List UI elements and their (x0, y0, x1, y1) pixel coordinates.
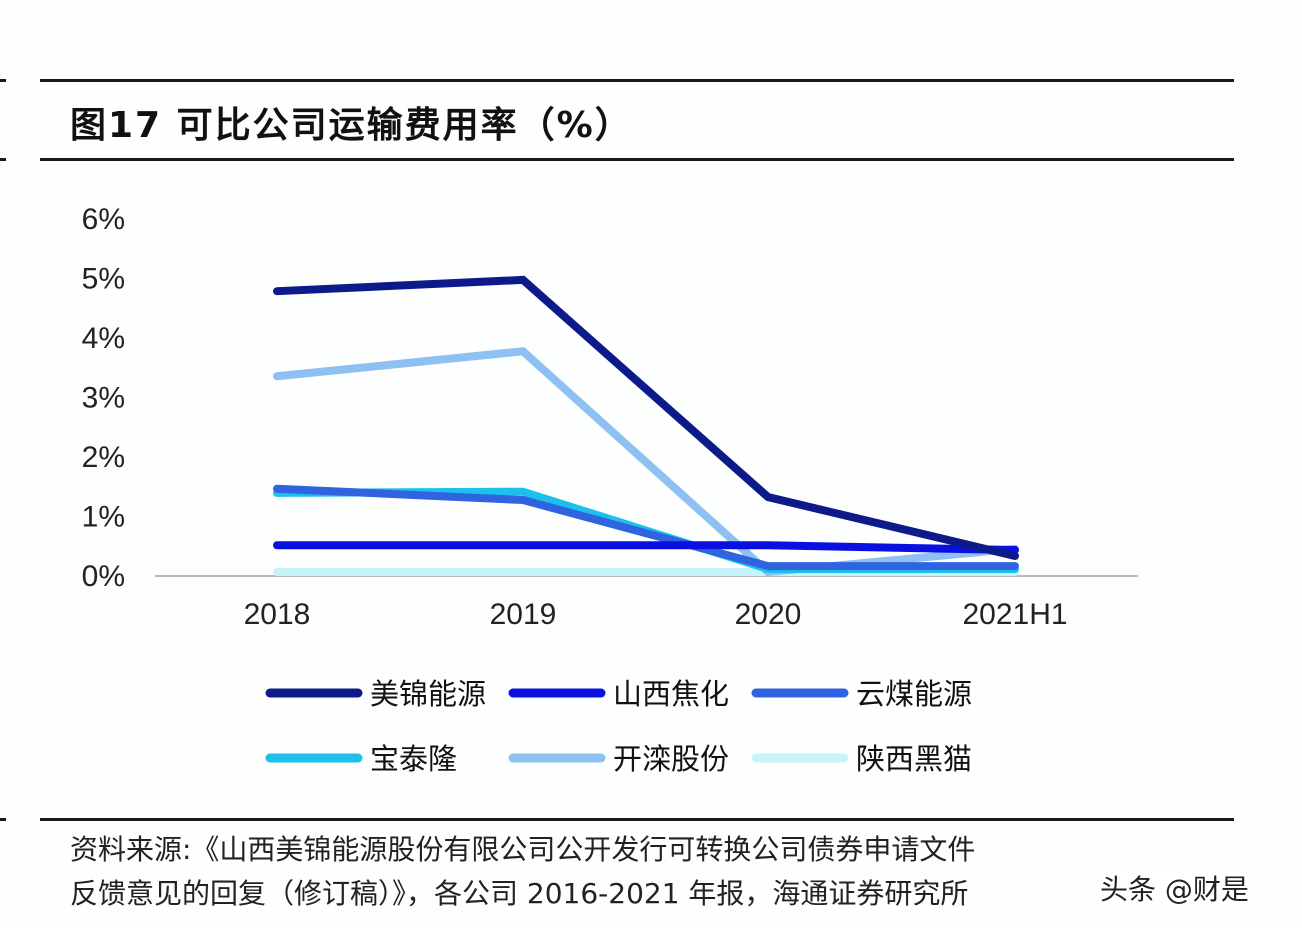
y-tick-label: 1% (82, 501, 125, 534)
x-tick-label: 2018 (244, 598, 311, 631)
legend-item: 陕西黑猫 (751, 742, 972, 776)
y-axis: 0% 1% 2% 3% 4% 5% 6% (82, 203, 125, 593)
y-tick-label: 3% (82, 382, 125, 415)
x-tick-label: 2020 (735, 598, 802, 631)
source-note: 资料来源:《山西美锦能源股份有限公司公开发行可转换公司债券申请文件 反馈意见的回… (70, 828, 1270, 916)
legend-label: 宝泰隆 (370, 742, 457, 776)
figure-title: 图17 可比公司运输费用率（%） (70, 105, 633, 146)
series-line-1 (273, 275, 1019, 560)
x-tick-label: 2021H1 (962, 598, 1067, 631)
legend-label: 陕西黑猫 (856, 742, 972, 776)
legend-label: 山西焦化 (613, 677, 729, 711)
x-tick-label: 2019 (490, 598, 557, 631)
x-axis: 2018 2019 2020 2021H1 (244, 598, 1068, 631)
edge-mark (0, 158, 6, 161)
legend-item: 山西焦化 (508, 677, 729, 711)
y-tick-label: 2% (82, 441, 125, 474)
legend-item: 云煤能源 (751, 677, 972, 711)
legend-item: 宝泰隆 (265, 742, 457, 776)
legend-label: 云煤能源 (856, 677, 972, 711)
edge-mark (0, 818, 6, 821)
source-line-2: 反馈意见的回复（修订稿）》，各公司 2016-2021 年报，海通证券研究所 (70, 877, 969, 910)
series-line-3 (273, 484, 1019, 571)
y-tick-label: 5% (82, 263, 125, 296)
series-line-5 (273, 347, 1019, 577)
series-group (273, 275, 1019, 577)
y-tick-label: 6% (82, 203, 125, 236)
edge-mark (0, 79, 6, 82)
series-line-2 (273, 541, 1019, 555)
top-rule (40, 79, 1234, 82)
title-bottom-rule (40, 158, 1234, 161)
source-top-rule (40, 818, 1234, 821)
legend-item: 开滦股份 (508, 742, 729, 776)
legend-item: 美锦能源 (265, 677, 486, 711)
watermark: 头条 @财是 (1100, 868, 1249, 908)
y-tick-label: 0% (82, 560, 125, 593)
legend-label: 美锦能源 (370, 677, 486, 711)
source-line-1: 资料来源:《山西美锦能源股份有限公司公开发行可转换公司债券申请文件 (70, 833, 976, 866)
legend-label: 开滦股份 (613, 742, 729, 776)
y-tick-label: 4% (82, 322, 125, 355)
